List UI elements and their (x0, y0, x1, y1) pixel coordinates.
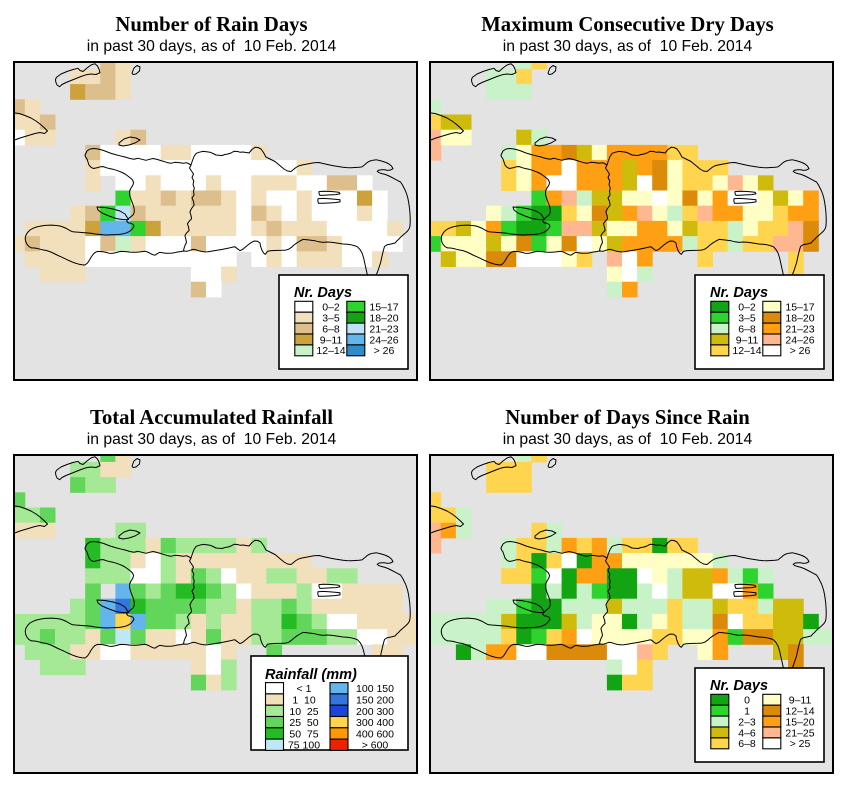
svg-text:> 26: > 26 (790, 345, 811, 357)
svg-text:< 1: < 1 (297, 683, 312, 695)
svg-text:6–8: 6–8 (322, 323, 340, 335)
svg-text:12–14: 12–14 (316, 345, 345, 357)
svg-text:0: 0 (744, 695, 750, 707)
svg-text:25 50: 25 50 (289, 717, 318, 729)
svg-text:50 75: 50 75 (289, 728, 318, 740)
svg-text:400 600: 400 600 (356, 728, 394, 740)
svg-text:150 200: 150 200 (356, 695, 394, 707)
svg-text:3–5: 3–5 (738, 313, 756, 325)
svg-text:300 400: 300 400 (356, 717, 394, 729)
svg-text:12–14: 12–14 (732, 345, 761, 357)
svg-text:24–26: 24–26 (369, 334, 398, 346)
svg-text:9–11: 9–11 (736, 334, 759, 346)
svg-text:6–8: 6–8 (738, 323, 756, 335)
svg-text:15–17: 15–17 (369, 302, 398, 314)
svg-text:2–3: 2–3 (738, 716, 756, 728)
svg-text:24–26: 24–26 (785, 334, 814, 346)
svg-text:> 600: > 600 (362, 740, 389, 752)
svg-text:18–20: 18–20 (785, 313, 814, 325)
svg-text:Nr. Days: Nr. Days (294, 285, 352, 301)
svg-text:12–14: 12–14 (785, 706, 814, 718)
svg-text:21–23: 21–23 (369, 323, 398, 335)
svg-text:15–20: 15–20 (785, 716, 814, 728)
svg-text:1 10: 1 10 (292, 695, 316, 707)
svg-text:4–6: 4–6 (738, 727, 756, 739)
svg-text:21–23: 21–23 (785, 323, 814, 335)
svg-text:10 25: 10 25 (289, 706, 318, 718)
svg-text:Nr. Days: Nr. Days (710, 285, 768, 301)
svg-text:1: 1 (744, 706, 750, 718)
svg-text:9–11: 9–11 (789, 695, 812, 707)
svg-text:0–2: 0–2 (738, 302, 756, 314)
svg-text:Rainfall (mm): Rainfall (mm) (265, 667, 357, 683)
svg-text:0–2: 0–2 (322, 302, 340, 314)
svg-text:3–5: 3–5 (322, 313, 340, 325)
svg-text:> 26: > 26 (374, 345, 395, 357)
svg-text:15–17: 15–17 (785, 302, 814, 314)
svg-text:21–25: 21–25 (785, 727, 814, 739)
svg-text:6–8: 6–8 (738, 738, 756, 750)
svg-text:100 150: 100 150 (356, 683, 394, 695)
svg-text:> 25: > 25 (790, 738, 811, 750)
svg-text:9–11: 9–11 (320, 334, 343, 346)
svg-text:200 300: 200 300 (356, 706, 394, 718)
svg-text:Nr. Days: Nr. Days (710, 678, 768, 694)
svg-text:18–20: 18–20 (369, 313, 398, 325)
svg-text:75 100: 75 100 (288, 740, 320, 752)
